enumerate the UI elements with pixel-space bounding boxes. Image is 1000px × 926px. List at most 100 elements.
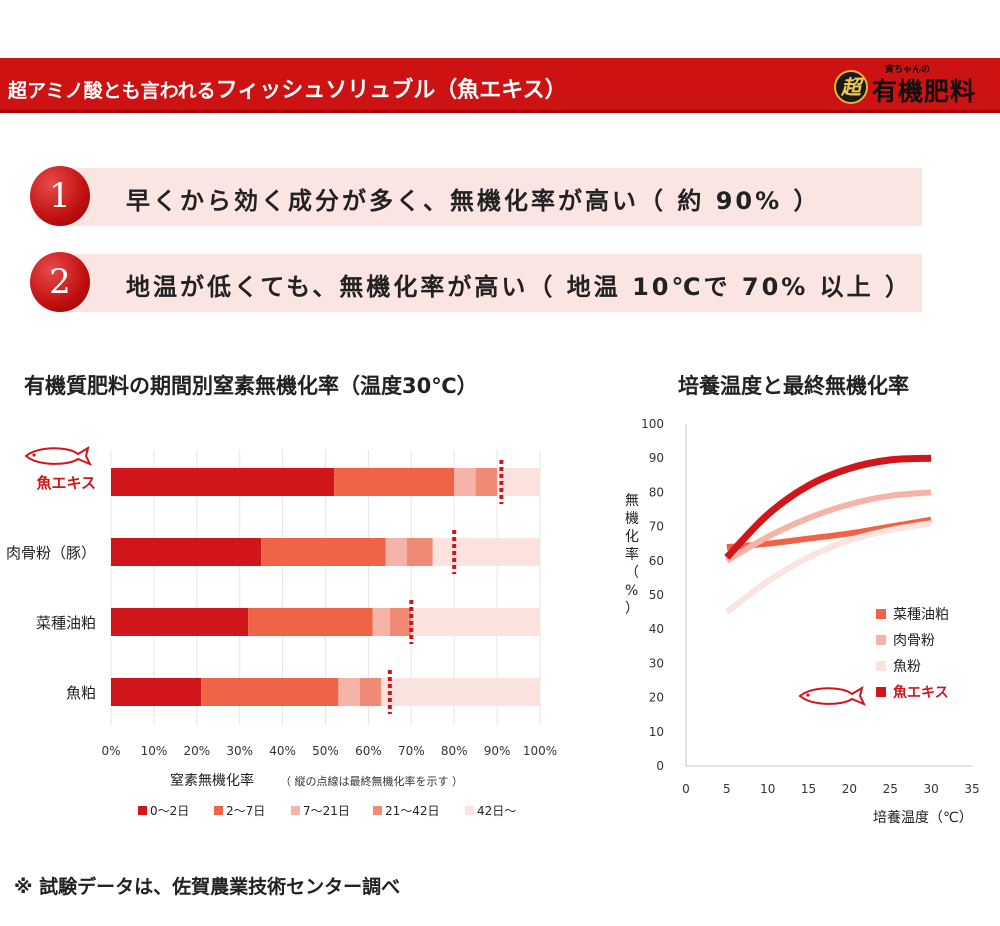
legend-swatch — [214, 806, 223, 815]
header-banner: 超アミノ酸とも言われるフィッシュソリュブル（魚エキス） 寅ちゃんの 超 有機肥料 — [0, 58, 1000, 113]
legend-label: 21～42日 — [385, 804, 440, 818]
legend-swatch — [373, 806, 382, 815]
bar-segment — [385, 538, 408, 566]
brand-logo: 寅ちゃんの 超 有機肥料 — [834, 62, 994, 108]
brand-subtitle: 寅ちゃんの — [884, 65, 930, 75]
point-band — [60, 254, 922, 312]
bar-chart-title: 有機質肥料の期間別窒素無機化率（温度30℃） — [24, 374, 478, 398]
x-tick-label: 10% — [141, 744, 168, 758]
legend-label: 42日～ — [477, 804, 516, 818]
legend-label: 2～7日 — [226, 804, 265, 818]
y-tick-label: 100 — [641, 417, 664, 431]
point-2: 2 地温が低くても、無機化率が高い（ 地温 10℃で 70% 以上 ） — [30, 252, 922, 312]
bar-segment — [475, 468, 498, 496]
point-number: 2 — [30, 252, 90, 312]
bar-segment — [381, 678, 540, 706]
y-axis-label: 無機化率（%） — [625, 493, 639, 617]
x-tick-label: 10 — [760, 782, 775, 796]
bar-segment — [407, 538, 433, 566]
legend-swatch — [876, 609, 886, 619]
y-tick-label: 10 — [649, 725, 664, 739]
line-chart-title: 培養温度と最終無機化率 — [678, 374, 909, 398]
x-tick-label: 15 — [801, 782, 816, 796]
legend-label: 7～21日 — [303, 804, 350, 818]
point-text: 地温が低くても、無機化率が高い（ 地温 10℃で 70% 以上 ） — [126, 273, 913, 301]
series-line — [726, 516, 932, 551]
x-tick-label: 20 — [842, 782, 857, 796]
y-tick-label: 80 — [649, 485, 664, 499]
point-number: 1 — [30, 166, 90, 226]
y-tick-label: 30 — [649, 656, 664, 670]
banner-title-part1: 超アミノ酸とも言われる — [8, 80, 216, 102]
x-axis-label: 培養温度（℃） — [873, 809, 973, 826]
legend-swatch — [876, 635, 886, 645]
legend-label: 魚粉 — [893, 659, 921, 675]
x-tick-label: 70% — [398, 744, 425, 758]
x-axis-note: （ 縦の点線は最終無機化率を示す ） — [280, 774, 463, 788]
banner-title-part2: フィッシュソリュブル（魚エキス） — [215, 78, 567, 103]
category-label: 肉骨粉（豚） — [6, 544, 96, 562]
legend-label: 菜種油粕 — [893, 607, 949, 623]
legend-swatch — [876, 661, 886, 671]
series-line — [725, 489, 932, 564]
x-axis-label: 窒素無機化率 — [170, 772, 254, 789]
bar-segment — [432, 538, 540, 566]
bar-segment — [359, 678, 382, 706]
point-1: 1 早くから効く成分が多く、無機化率が高い（ 約 90% ） — [30, 166, 922, 226]
y-tick-label: 20 — [649, 691, 664, 705]
legend-label: 肉骨粉 — [893, 633, 935, 649]
y-tick-label: 0 — [656, 759, 664, 773]
bar-segment — [454, 468, 476, 496]
bar-segment — [497, 468, 540, 496]
bar-segment — [389, 608, 412, 636]
bar-segment — [111, 678, 202, 706]
bar-segment — [248, 608, 373, 636]
x-tick-label: 50% — [312, 744, 339, 758]
x-tick-label: 40% — [269, 744, 296, 758]
x-tick-label: 100% — [523, 744, 557, 758]
series-line — [724, 454, 932, 560]
x-tick-label: 30 — [924, 782, 939, 796]
category-label: 魚エキス — [36, 474, 96, 492]
bar-segment — [201, 678, 339, 706]
category-label: 魚粕 — [66, 684, 96, 702]
fish-icon — [798, 685, 867, 706]
brand-mark: 超 — [834, 70, 868, 104]
category-label: 菜種油粕 — [36, 614, 96, 632]
bar-segment — [111, 468, 335, 496]
bar-segment — [411, 608, 540, 636]
bar-segment — [334, 468, 455, 496]
x-tick-label: 0% — [101, 744, 120, 758]
legend-label: 0～2日 — [150, 804, 189, 818]
x-tick-label: 30% — [226, 744, 253, 758]
x-tick-label: 35 — [964, 782, 979, 796]
fish-icon — [24, 445, 93, 466]
legend-label: 魚エキス — [893, 684, 949, 701]
y-tick-label: 90 — [649, 451, 664, 465]
series-line — [725, 520, 932, 615]
x-tick-label: 5 — [723, 782, 731, 796]
legend-swatch — [876, 687, 886, 697]
y-tick-label: 40 — [649, 622, 664, 636]
legend-swatch — [465, 806, 474, 815]
bar-segment — [261, 538, 386, 566]
bar-segment — [111, 538, 262, 566]
legend-swatch — [291, 806, 300, 815]
brand-name: 有機肥料 — [872, 77, 977, 106]
banner-title: 超アミノ酸とも言われるフィッシュソリュブル（魚エキス） — [8, 72, 567, 104]
y-tick-label: 60 — [649, 554, 664, 568]
x-tick-label: 25 — [883, 782, 898, 796]
footnote: ※ 試験データは、佐賀農業技術センター調べ — [14, 876, 401, 898]
legend-swatch — [138, 806, 147, 815]
x-tick-label: 60% — [355, 744, 382, 758]
point-band — [60, 168, 922, 226]
point-text: 早くから効く成分が多く、無機化率が高い（ 約 90% ） — [126, 187, 821, 215]
x-tick-label: 0 — [682, 782, 690, 796]
line-chart: 0 10 20 30 40 50 60 70 80 90 100 0 5 10 15 20 25 30 35 無機化率… — [625, 417, 980, 826]
bar-segment — [338, 678, 360, 706]
x-tick-label: 20% — [183, 744, 210, 758]
y-tick-label: 50 — [649, 588, 664, 602]
x-tick-label: 80% — [441, 744, 468, 758]
bar-segment — [372, 608, 390, 636]
